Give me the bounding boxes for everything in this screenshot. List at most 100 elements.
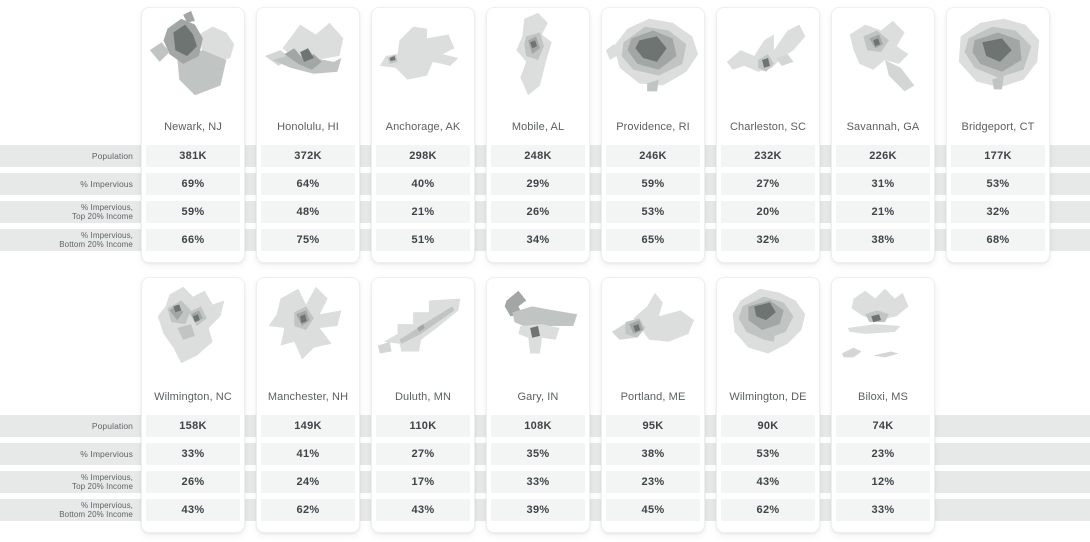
- impervious-top20-value: 43%: [721, 471, 815, 493]
- impervious-value: 31%: [836, 173, 930, 195]
- city-name: Portland, ME: [620, 390, 686, 403]
- impervious-top20-value: 21%: [836, 201, 930, 223]
- city-card: Wilmington, DE 90K 53% 43% 62%: [716, 277, 820, 533]
- impervious-value: 29%: [491, 173, 585, 195]
- city-map-thumbnail: [611, 292, 695, 342]
- impervious-bottom20-value: 38%: [836, 229, 930, 251]
- population-value: 110K: [376, 415, 470, 437]
- impervious-bottom20-value: 66%: [146, 229, 240, 251]
- city-card: Charleston, SC 232K 27% 20% 32%: [716, 7, 820, 263]
- city-map-thumbnail: [504, 290, 578, 354]
- impervious-value: 40%: [376, 173, 470, 195]
- city-map-thumbnail: [264, 22, 344, 74]
- impervious-bottom20-value: 68%: [951, 229, 1045, 251]
- impervious-top20-value: 53%: [606, 201, 700, 223]
- city-map-thumbnail: [516, 12, 552, 96]
- city-card: Honolulu, HI 372K 64% 48% 75%: [256, 7, 360, 263]
- population-value: 232K: [721, 145, 815, 167]
- population-value: 248K: [491, 145, 585, 167]
- city-card: Portland, ME 95K 38% 23% 45%: [601, 277, 705, 533]
- impervious-bottom20-value: 51%: [376, 229, 470, 251]
- city-name: Bridgeport, CT: [961, 120, 1035, 133]
- impervious-top20-value: 23%: [606, 471, 700, 493]
- population-value: 95K: [606, 415, 700, 437]
- row-label: Population: [91, 421, 133, 431]
- row-label: % Impervious: [80, 449, 133, 459]
- impervious-value: 27%: [721, 173, 815, 195]
- impervious-value: 59%: [606, 173, 700, 195]
- city-map-thumbnail: [841, 288, 909, 358]
- impervious-bottom20-value: 62%: [721, 499, 815, 521]
- city-map-thumbnail: [732, 288, 806, 354]
- population-value: 226K: [836, 145, 930, 167]
- impervious-top20-value: 26%: [146, 471, 240, 493]
- city-card: Newark, NJ 381K 69% 59% 66%: [141, 7, 245, 263]
- row-labels: Population % Impervious % Impervious, Top 2…: [0, 270, 133, 540]
- population-value: 158K: [146, 415, 240, 437]
- population-value: 246K: [606, 145, 700, 167]
- impervious-top20-value: 33%: [491, 471, 585, 493]
- city-card: Wilmington, NC 158K 33% 26% 43%: [141, 277, 245, 533]
- row-label: % Impervious, Bottom 20% Income: [59, 500, 133, 520]
- city-map-thumbnail: [379, 26, 459, 80]
- impervious-value: 33%: [146, 443, 240, 465]
- city-card: Manchester, NH 149K 41% 24% 62%: [256, 277, 360, 533]
- city-table-section-bottom: Population % Impervious % Impervious, Top 2…: [0, 270, 1090, 540]
- city-name: Savannah, GA: [846, 120, 920, 133]
- city-name: Providence, RI: [616, 120, 690, 133]
- city-table-section-top: Population % Impervious % Impervious, Top 2…: [0, 0, 1090, 270]
- city-name: Biloxi, MS: [858, 390, 908, 403]
- impervious-value: 41%: [261, 443, 355, 465]
- city-cards-row: Wilmington, NC 158K 33% 26% 43% Manchest…: [141, 277, 935, 533]
- impervious-bottom20-value: 62%: [261, 499, 355, 521]
- impervious-bottom20-value: 43%: [146, 499, 240, 521]
- row-label: % Impervious, Bottom 20% Income: [59, 230, 133, 250]
- city-card: Providence, RI 246K 59% 53% 65%: [601, 7, 705, 263]
- population-value: 108K: [491, 415, 585, 437]
- impervious-top20-value: 12%: [836, 471, 930, 493]
- city-card: Gary, IN 108K 35% 33% 39%: [486, 277, 590, 533]
- city-name: Mobile, AL: [511, 120, 565, 133]
- impervious-bottom20-value: 45%: [606, 499, 700, 521]
- city-map-thumbnail: [726, 24, 806, 72]
- city-card: Anchorage, AK 298K 40% 21% 51%: [371, 7, 475, 263]
- impervious-value: 35%: [491, 443, 585, 465]
- impervious-bottom20-value: 39%: [491, 499, 585, 521]
- impervious-top20-value: 48%: [261, 201, 355, 223]
- impervious-top20-value: 17%: [376, 471, 470, 493]
- impervious-bottom20-value: 32%: [721, 229, 815, 251]
- city-card: Savannah, GA 226K 31% 21% 38%: [831, 7, 935, 263]
- city-name: Wilmington, NC: [154, 390, 232, 403]
- city-card: Biloxi, MS 74K 23% 12% 33%: [831, 277, 935, 533]
- population-value: 149K: [261, 415, 355, 437]
- impervious-top20-value: 21%: [376, 201, 470, 223]
- impervious-bottom20-value: 34%: [491, 229, 585, 251]
- city-map-thumbnail: [958, 18, 1040, 90]
- row-label: Population: [91, 151, 133, 161]
- city-map-thumbnail: [605, 18, 699, 92]
- impervious-bottom20-value: 65%: [606, 229, 700, 251]
- city-name: Duluth, MN: [394, 390, 452, 403]
- row-label: % Impervious, Top 20% Income: [72, 202, 133, 222]
- city-cards-row: Newark, NJ 381K 69% 59% 66% Honolulu, HI…: [141, 7, 1050, 263]
- population-value: 90K: [721, 415, 815, 437]
- impervious-top20-value: 20%: [721, 201, 815, 223]
- impervious-value: 64%: [261, 173, 355, 195]
- impervious-top20-value: 24%: [261, 471, 355, 493]
- impervious-top20-value: 26%: [491, 201, 585, 223]
- city-map-thumbnail: [149, 10, 235, 96]
- impervious-bottom20-value: 75%: [261, 229, 355, 251]
- city-map-thumbnail: [157, 286, 225, 364]
- city-name: Charleston, SC: [730, 120, 806, 133]
- population-value: 74K: [836, 415, 930, 437]
- impervious-top20-value: 59%: [146, 201, 240, 223]
- city-map-thumbnail: [268, 286, 342, 360]
- impervious-value: 27%: [376, 443, 470, 465]
- population-value: 298K: [376, 145, 470, 167]
- city-name: Anchorage, AK: [385, 120, 461, 133]
- city-name: Newark, NJ: [164, 120, 222, 133]
- population-value: 381K: [146, 145, 240, 167]
- city-card: Mobile, AL 248K 29% 26% 34%: [486, 7, 590, 263]
- row-label: % Impervious: [80, 179, 133, 189]
